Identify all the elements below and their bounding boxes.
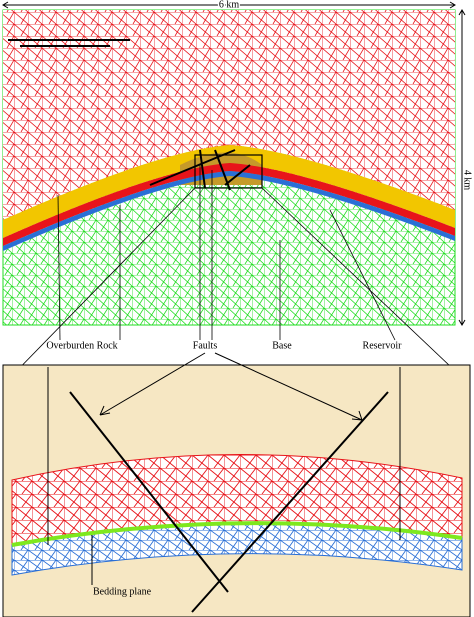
inset — [2, 352, 471, 617]
label-base: Base — [272, 340, 292, 351]
label-bedding-plane: Bedding plane — [93, 586, 152, 597]
top-scale: 6 km — [219, 0, 240, 10]
scale — [2, 1, 466, 326]
leaders — [2, 165, 471, 386]
label-overburden: Overburden Rock — [46, 340, 117, 351]
label-reservoir: Reservoir — [363, 340, 403, 351]
mesh — [2, 9, 456, 326]
label-faults: Faults — [193, 340, 218, 351]
side-scale: 4 km — [462, 170, 473, 191]
